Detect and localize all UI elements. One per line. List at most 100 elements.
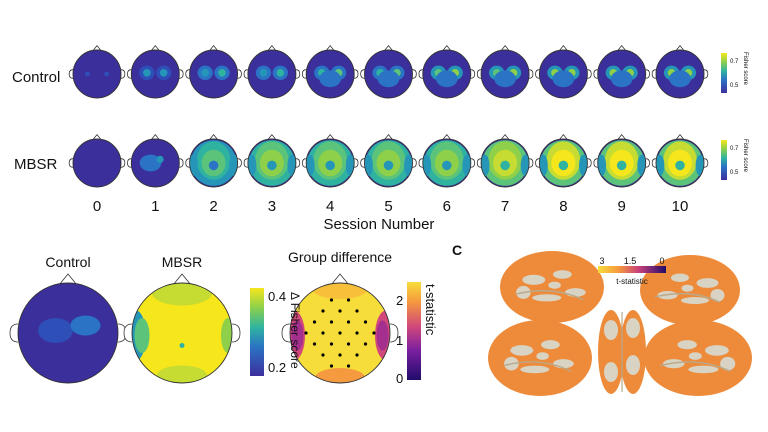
scalp-outline bbox=[538, 49, 588, 99]
right-ear bbox=[470, 158, 476, 168]
right-ear bbox=[703, 69, 709, 79]
activity-region bbox=[442, 160, 452, 171]
session-number: 6 bbox=[443, 198, 451, 215]
session-number: 10 bbox=[672, 198, 689, 215]
activity-region bbox=[208, 160, 219, 171]
nose bbox=[208, 45, 219, 52]
activity-region bbox=[218, 68, 226, 77]
right-ear bbox=[703, 158, 709, 168]
topomap-mbsr-session bbox=[127, 134, 184, 188]
nose bbox=[325, 134, 335, 141]
scalp-outline bbox=[305, 49, 355, 99]
topomap-control-session bbox=[360, 45, 417, 99]
right-ear bbox=[412, 158, 417, 168]
colorbar-tick: 0.5 bbox=[730, 83, 739, 89]
colorbar-title: t-statistic bbox=[423, 284, 438, 336]
right-ear bbox=[587, 69, 592, 79]
activity-region bbox=[157, 365, 207, 383]
scalp-base bbox=[189, 50, 238, 98]
right-ear bbox=[120, 158, 126, 168]
gyrus-pattern bbox=[522, 274, 546, 285]
scalp-outline bbox=[480, 138, 530, 188]
right-ear bbox=[645, 158, 650, 168]
nose bbox=[150, 134, 160, 141]
brain-right-lateral bbox=[640, 255, 740, 325]
gyrus-pattern bbox=[541, 340, 560, 350]
colorbar-tick: 0.5 bbox=[730, 170, 739, 176]
activity-region bbox=[267, 160, 277, 171]
colorbar-gradient bbox=[598, 266, 666, 273]
scalp-outline bbox=[131, 282, 233, 384]
session-axis-label: Session Number bbox=[324, 216, 435, 233]
row-label-mbsr: MBSR bbox=[14, 156, 58, 173]
left-ear bbox=[68, 158, 74, 168]
right-ear bbox=[354, 158, 359, 168]
session-number: 9 bbox=[618, 198, 626, 215]
activity-region bbox=[610, 70, 633, 88]
right-ear bbox=[529, 69, 534, 79]
nose bbox=[558, 45, 569, 52]
panel-b-title-control: Control bbox=[45, 254, 90, 270]
topomap-mbsr-session bbox=[301, 134, 359, 188]
significant-electrode bbox=[321, 331, 325, 335]
session-colorbar-control: 0.7 0.5 Fisher score bbox=[721, 52, 748, 93]
left-ear bbox=[535, 158, 540, 168]
scalp-outline bbox=[655, 138, 705, 188]
gyrus-pattern bbox=[710, 288, 725, 302]
right-ear bbox=[237, 158, 242, 168]
activity-region bbox=[139, 154, 162, 172]
activity-region bbox=[315, 368, 365, 383]
activity-region bbox=[85, 71, 90, 77]
gyrus-pattern bbox=[705, 345, 729, 356]
right-ear bbox=[231, 323, 241, 343]
colorbar-tick: 0.4 bbox=[268, 289, 286, 304]
nose bbox=[325, 45, 335, 52]
scalp-outline bbox=[247, 138, 297, 188]
significant-electrode bbox=[312, 342, 317, 346]
gyrus-pattern bbox=[696, 278, 719, 288]
activity-region bbox=[259, 68, 268, 77]
nose bbox=[500, 134, 510, 141]
significant-electrode bbox=[346, 364, 351, 368]
topomap-group-difference bbox=[281, 273, 399, 384]
topomap-mbsr-session bbox=[651, 134, 709, 188]
colorbar-title: Fisher score bbox=[742, 52, 748, 86]
topomap-mbsr-session bbox=[68, 134, 126, 188]
nose bbox=[383, 134, 394, 141]
activity-region bbox=[134, 318, 150, 353]
topomap-control-session bbox=[127, 45, 184, 99]
left-ear bbox=[185, 69, 190, 79]
topomap-control-session bbox=[301, 45, 359, 99]
topomap-mbsr-session bbox=[243, 134, 301, 188]
activity-region bbox=[143, 68, 151, 77]
activity-region bbox=[436, 70, 458, 88]
nose bbox=[208, 134, 219, 141]
right-ear bbox=[295, 158, 301, 168]
left-ear bbox=[651, 69, 657, 79]
t-statistic-colorbar: 2 1 0 t-statistic bbox=[396, 282, 438, 386]
right-ear bbox=[354, 69, 359, 79]
scalp-outline bbox=[305, 138, 355, 188]
left-ear bbox=[185, 158, 190, 168]
brain-right-medial bbox=[644, 320, 752, 396]
activity-region bbox=[377, 70, 400, 88]
gyrus-pattern bbox=[626, 318, 640, 338]
brain-dorsal-view bbox=[598, 310, 646, 394]
colorbar-tick: 1.5 bbox=[624, 256, 637, 266]
left-ear bbox=[593, 69, 598, 79]
session-number: 3 bbox=[268, 198, 276, 215]
panel-b-title-mbsr: MBSR bbox=[162, 254, 202, 270]
sulcus-line bbox=[660, 361, 731, 372]
activity-region bbox=[494, 70, 516, 88]
topomap-mbsr-session bbox=[418, 134, 476, 188]
gyrus-pattern bbox=[565, 288, 586, 297]
significant-electrode bbox=[346, 298, 351, 302]
topomap-control-session bbox=[243, 45, 301, 99]
nose bbox=[383, 45, 394, 52]
panel-c-letter: C bbox=[452, 242, 462, 258]
brain-left-medial bbox=[488, 320, 592, 396]
significant-electrode bbox=[346, 342, 351, 346]
gyrus-pattern bbox=[688, 352, 702, 360]
panel-c-colorbar: 3 1.5 0 t-statistic bbox=[598, 256, 666, 286]
